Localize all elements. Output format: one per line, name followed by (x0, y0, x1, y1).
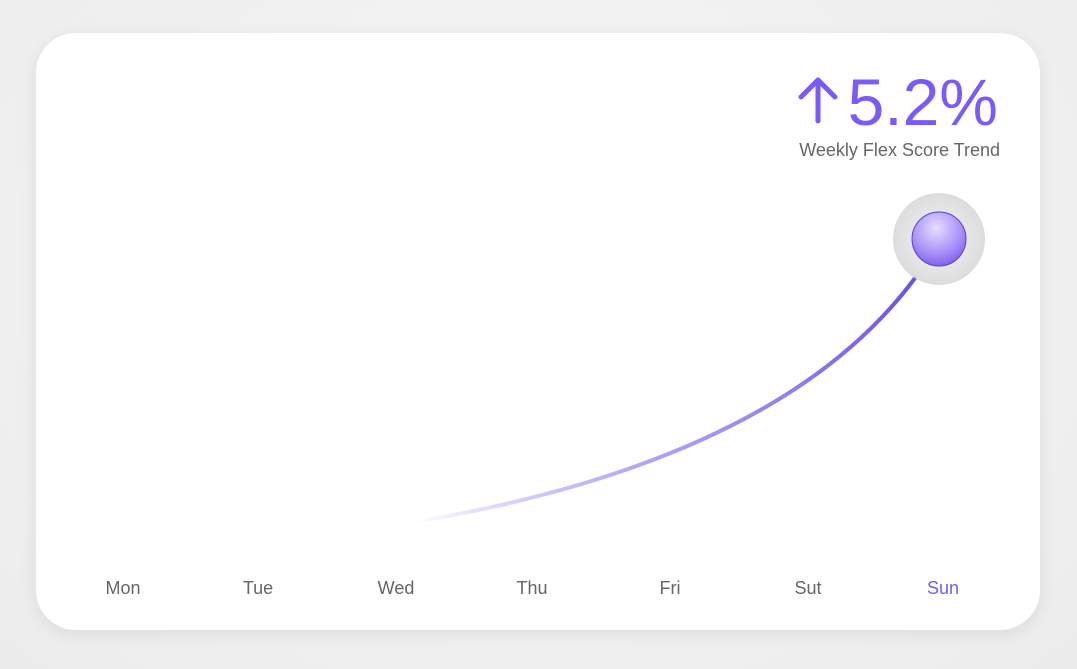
arrow-up-icon (798, 77, 838, 124)
trend-value: 5.2% (848, 65, 998, 139)
trend-subtitle: Weekly Flex Score Trend (799, 140, 1000, 160)
trend-curve (413, 276, 917, 524)
day-label: Mon (105, 578, 140, 598)
card (36, 33, 1040, 630)
day-label: Sut (794, 578, 821, 598)
trend-knob (893, 193, 985, 285)
day-label: Sun (927, 578, 959, 598)
day-label: Wed (378, 578, 415, 598)
day-label: Thu (516, 578, 547, 598)
day-label: Tue (243, 578, 273, 598)
day-label: Fri (660, 578, 681, 598)
day-lines (122, 195, 942, 570)
